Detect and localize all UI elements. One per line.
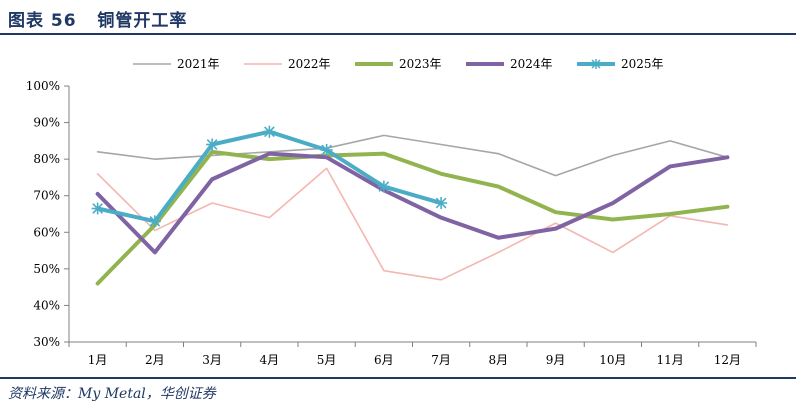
x-tick-label: 3月 bbox=[202, 353, 222, 367]
y-tick-label: 40% bbox=[33, 298, 60, 312]
legend-label: 2024年 bbox=[510, 57, 553, 71]
legend-label: 2025年 bbox=[621, 57, 664, 71]
legend: 2021年 2022年 2023年 2024年 2025年 bbox=[133, 57, 664, 71]
data-point-marker bbox=[377, 180, 390, 193]
legend-item: 2025年 bbox=[577, 57, 664, 71]
x-tick-label: 11月 bbox=[656, 353, 683, 367]
y-tick-label: 100% bbox=[26, 79, 60, 93]
y-tick-label: 30% bbox=[33, 335, 60, 349]
series-2023年 bbox=[95, 149, 730, 286]
x-tick-label: 2月 bbox=[145, 353, 165, 367]
x-tick-label: 1月 bbox=[88, 353, 108, 367]
series-line bbox=[95, 129, 444, 224]
x-tick-label: 8月 bbox=[489, 353, 509, 367]
data-point-marker bbox=[148, 215, 161, 228]
legend-label: 2022年 bbox=[288, 57, 331, 71]
data-point-marker bbox=[206, 138, 219, 151]
figure-title: 图表 56 铜管开工率 bbox=[8, 11, 188, 31]
legend-item: 2021年 bbox=[133, 57, 220, 71]
x-tick-label: 5月 bbox=[317, 353, 337, 367]
axes: 30% 40% 50% 60% 70% 80% 90% 100% 1月 2月 3月 4月 5月 6月 7月 8… bbox=[26, 79, 757, 367]
data-point-marker bbox=[435, 197, 448, 210]
header-divider bbox=[0, 33, 796, 35]
x-tick-label: 9月 bbox=[546, 353, 566, 367]
series-2025年 bbox=[91, 125, 448, 228]
footer-divider bbox=[0, 377, 796, 379]
x-tick-label: 10月 bbox=[599, 353, 626, 367]
y-tick-label: 60% bbox=[33, 225, 60, 239]
y-tick-label: 70% bbox=[33, 189, 60, 203]
line-chart: 2021年 2022年 2023年 2024年 2025年 30% 40% 50% 60% 70… bbox=[26, 57, 757, 367]
y-tick-label: 80% bbox=[33, 152, 60, 166]
figure-header: 图表 56 铜管开工率 bbox=[0, 0, 796, 40]
data-point-marker bbox=[263, 125, 276, 138]
x-tick-label: 6月 bbox=[374, 353, 394, 367]
y-tick-label: 90% bbox=[33, 116, 60, 130]
source-note: 资料来源：My Metal，华创证券 bbox=[8, 386, 216, 402]
chart-container: 2021年 2022年 2023年 2024年 2025年 30% 40% 50% 60% 70… bbox=[0, 40, 796, 376]
legend-label: 2023年 bbox=[399, 57, 442, 71]
data-point-marker bbox=[320, 144, 333, 156]
legend-item: 2023年 bbox=[355, 57, 442, 71]
x-tick-label: 12月 bbox=[714, 353, 741, 367]
series-line bbox=[95, 149, 730, 286]
data-point-marker bbox=[91, 202, 104, 215]
series-group bbox=[91, 125, 730, 286]
x-tick-label: 7月 bbox=[431, 353, 451, 367]
legend-label: 2021年 bbox=[177, 57, 220, 71]
series-line bbox=[96, 167, 729, 281]
series-line bbox=[95, 151, 730, 255]
legend-item: 2022年 bbox=[244, 57, 331, 71]
y-tick-label: 50% bbox=[33, 262, 60, 276]
series-2024年 bbox=[95, 151, 730, 255]
series-2022年 bbox=[96, 167, 729, 281]
legend-item: 2024年 bbox=[466, 57, 553, 71]
x-tick-label: 4月 bbox=[260, 353, 280, 367]
